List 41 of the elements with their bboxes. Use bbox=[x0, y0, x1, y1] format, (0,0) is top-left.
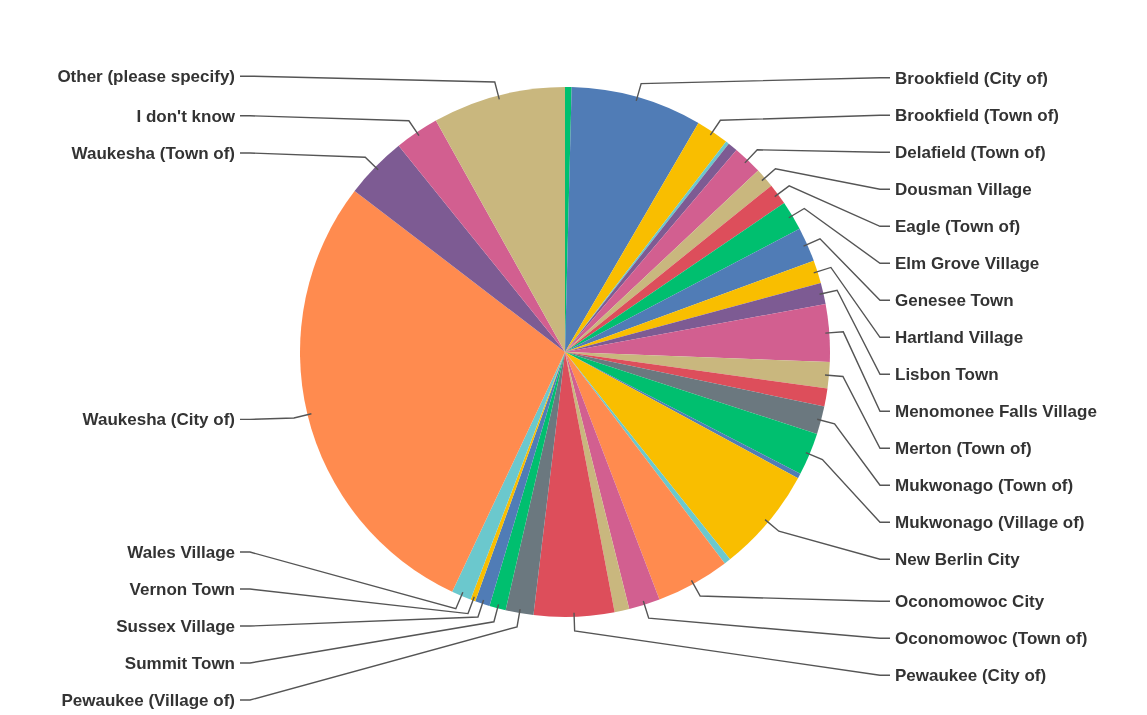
slice-label: Merton (Town of) bbox=[895, 439, 1032, 459]
pie-slice bbox=[354, 145, 565, 352]
pie-slice bbox=[565, 282, 826, 352]
pie-slice bbox=[565, 203, 800, 352]
slice-label: Other (please specify) bbox=[57, 67, 235, 87]
slice-label: Sussex Village bbox=[116, 616, 235, 636]
slice-label: Lisbon Town bbox=[895, 365, 999, 385]
pie-slice bbox=[452, 352, 565, 600]
slice-label: Oconomowoc City bbox=[895, 592, 1045, 612]
slice-label: Menomonee Falls Village bbox=[895, 402, 1097, 422]
slice-label: New Berlin City bbox=[895, 550, 1021, 570]
slice-label: Hartland Village bbox=[895, 328, 1024, 348]
slice-label: Wales Village bbox=[127, 542, 235, 562]
slice-label: Summit Town bbox=[124, 653, 235, 673]
pie-slice bbox=[300, 190, 565, 592]
slice-label: Mukwonago (Village of) bbox=[895, 513, 1085, 533]
pie-slice bbox=[565, 303, 830, 362]
slice-label: Delafield (Town of) bbox=[895, 143, 1046, 163]
slice-label: Mukwonago (Town of) bbox=[895, 476, 1074, 496]
pie-slice bbox=[565, 352, 725, 600]
slice-label: Elm Grove Village bbox=[895, 254, 1040, 274]
pie-slice bbox=[565, 228, 814, 352]
slice-label: Vernon Town bbox=[129, 579, 235, 599]
slice-label: Oconomowoc (Town of) bbox=[895, 629, 1088, 649]
slice-label: Genesee Town bbox=[895, 291, 1014, 311]
slice-label: Waukesha (Town of) bbox=[71, 143, 235, 163]
slice-label: Eagle (Town of) bbox=[895, 217, 1021, 237]
pie-slice bbox=[565, 352, 630, 613]
slice-label: I don't know bbox=[136, 106, 236, 126]
slice-label: Dousman Village bbox=[895, 180, 1032, 200]
slice-label: Waukesha (City of) bbox=[82, 410, 235, 430]
pie-slice bbox=[398, 120, 565, 352]
pie-slice bbox=[565, 87, 699, 352]
pie-slice bbox=[435, 87, 565, 352]
pie-slice bbox=[565, 352, 828, 407]
slice-label: Pewaukee (City of) bbox=[895, 666, 1047, 686]
slice-label: Brookfield (City of) bbox=[895, 68, 1048, 88]
slice-label: Pewaukee (Village of) bbox=[61, 690, 235, 710]
slice-label: Brookfield (Town of) bbox=[895, 106, 1059, 126]
pie-slice bbox=[505, 352, 565, 616]
pie-slice bbox=[533, 352, 615, 617]
